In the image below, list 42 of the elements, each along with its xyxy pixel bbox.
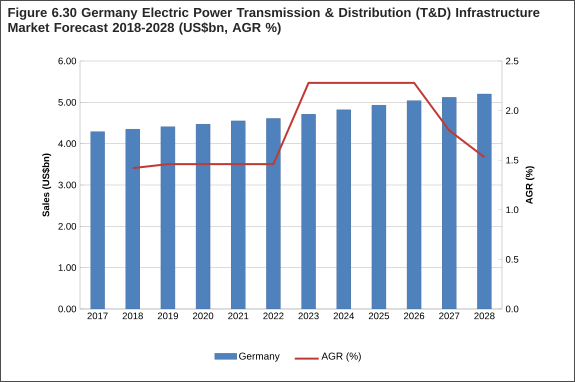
bar [336,110,351,309]
y-tick-label: 5.00 [58,98,76,106]
bar [266,118,281,309]
y-tick-label: 6.00 [58,58,76,64]
x-tick-label: 2020 [192,312,214,320]
x-tick-label: 2025 [368,312,390,320]
bar [160,126,176,309]
x-tick-label: 2019 [158,312,178,320]
bar [126,128,140,309]
y2-tick-label: 1.5 [506,156,518,164]
bar [372,105,386,309]
legend-label: AGR (%) [321,352,361,362]
x-tick-label: 2023 [298,312,319,320]
x-tick-label: 2024 [334,312,354,320]
x-tick-label: 2028 [474,312,495,320]
x-tick-label: 2017 [87,312,108,320]
x-tick-label: 2018 [122,312,143,320]
y2-tick-label: 0.0 [506,306,518,312]
bar [442,97,456,309]
y-tick-label: 2.00 [58,222,76,230]
y2-tick-label: 1.0 [506,206,518,214]
y-tick-label: 3.00 [58,182,76,188]
bar [477,94,492,309]
x-tick-label: 2021 [228,312,248,320]
y2-tick-label: 2.5 [506,58,518,64]
x-tick-label: 2022 [263,312,284,320]
bar [90,131,105,309]
y-axis-title: Sales (US$bn) [42,154,52,217]
bar [301,114,316,309]
x-tick-label: 2026 [404,312,424,320]
chart-title: Figure 6.30 Germany Electric Power Transmission & Distribution (T&D) Infrastructure Market Forecast 2018-2028 (US$bn, AGR %) [8,8,540,35]
legend-label: Germany [239,352,280,362]
bar [406,100,422,309]
y-tick-label: 4.00 [58,140,76,148]
y-tick-label: 1.00 [58,264,76,272]
bar [196,124,210,309]
y2-tick-label: 0.5 [506,256,518,263]
bar [231,120,246,309]
y-tick-label: 0.00 [58,306,76,312]
y2-tick-label: 2.0 [506,107,518,114]
x-tick-label: 2027 [439,312,460,320]
y2-axis-title: AGR (%) [526,166,534,204]
